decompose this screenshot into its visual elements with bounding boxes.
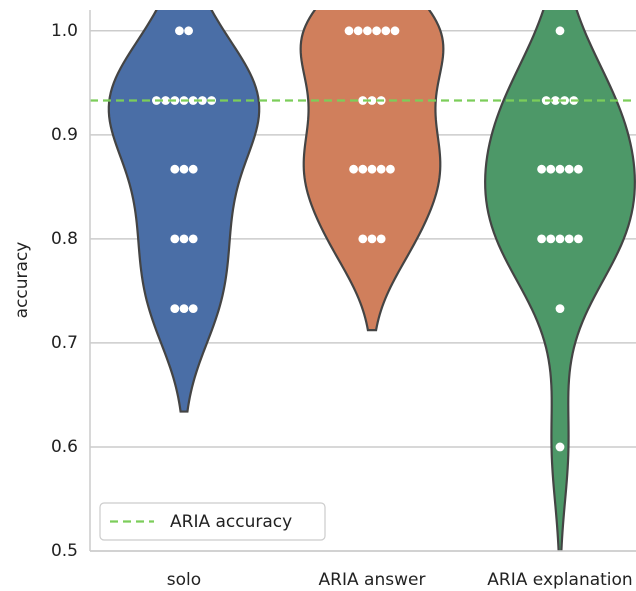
violin xyxy=(484,10,636,551)
swarm-point xyxy=(188,234,198,244)
swarm-point xyxy=(386,164,395,174)
y-tick-label: 0.9 xyxy=(51,125,78,145)
swarm-point xyxy=(372,26,381,36)
swarm-point xyxy=(363,26,372,36)
swarm-point xyxy=(170,304,180,313)
swarm-point xyxy=(367,234,377,244)
y-tick-label: 0.6 xyxy=(51,437,78,457)
y-tick-label: 0.7 xyxy=(51,333,78,353)
swarm-point xyxy=(175,26,184,36)
swarm-point xyxy=(555,234,565,244)
swarm-point xyxy=(555,164,565,174)
swarm-point xyxy=(179,234,189,244)
swarm-point xyxy=(188,164,198,174)
legend-box xyxy=(99,502,326,541)
swarm-point xyxy=(564,164,574,174)
swarm-point xyxy=(179,304,189,313)
swarm-point xyxy=(179,164,189,174)
swarm-point xyxy=(546,234,556,244)
y-tick-label: 0.5 xyxy=(51,541,78,561)
y-tick-label: 0.8 xyxy=(51,229,78,249)
swarm-point xyxy=(367,96,377,105)
swarm-point xyxy=(358,164,368,174)
swarm-point xyxy=(344,26,354,36)
swarm-point xyxy=(390,26,400,36)
swarm-point xyxy=(376,234,386,244)
swarm-point xyxy=(198,96,207,105)
x-tick-label: ARIA answer xyxy=(319,570,426,590)
swarm-point xyxy=(349,164,358,174)
swarm-point xyxy=(537,234,546,244)
swarm-point xyxy=(161,96,171,105)
swarm-point xyxy=(551,96,560,105)
y-tick-label: 1.0 xyxy=(51,21,78,41)
swarm-point xyxy=(546,164,556,174)
swarm-point xyxy=(358,96,368,105)
swarm-point xyxy=(188,96,198,105)
swarm-point xyxy=(381,26,391,36)
swarm-point xyxy=(574,164,583,174)
swarm-point xyxy=(555,304,565,313)
swarm-point xyxy=(170,164,180,174)
swarm-point xyxy=(170,234,180,244)
swarm-point xyxy=(574,234,583,244)
swarm-point xyxy=(367,164,377,174)
swarm-point xyxy=(184,26,194,36)
swarm-point xyxy=(358,234,368,244)
x-tick-label: solo xyxy=(167,570,201,590)
swarm-point xyxy=(376,164,386,174)
swarm-point xyxy=(353,26,363,36)
swarm-point xyxy=(555,26,565,36)
violin xyxy=(107,10,261,413)
swarm-point xyxy=(537,164,546,174)
x-tick-label: ARIA explanation xyxy=(487,570,632,590)
swarm-point xyxy=(188,304,198,313)
swarm-point xyxy=(564,234,574,244)
y-axis-label: accuracy xyxy=(12,242,32,319)
legend-label: ARIA accuracy xyxy=(170,512,292,532)
swarm-point xyxy=(555,442,565,452)
